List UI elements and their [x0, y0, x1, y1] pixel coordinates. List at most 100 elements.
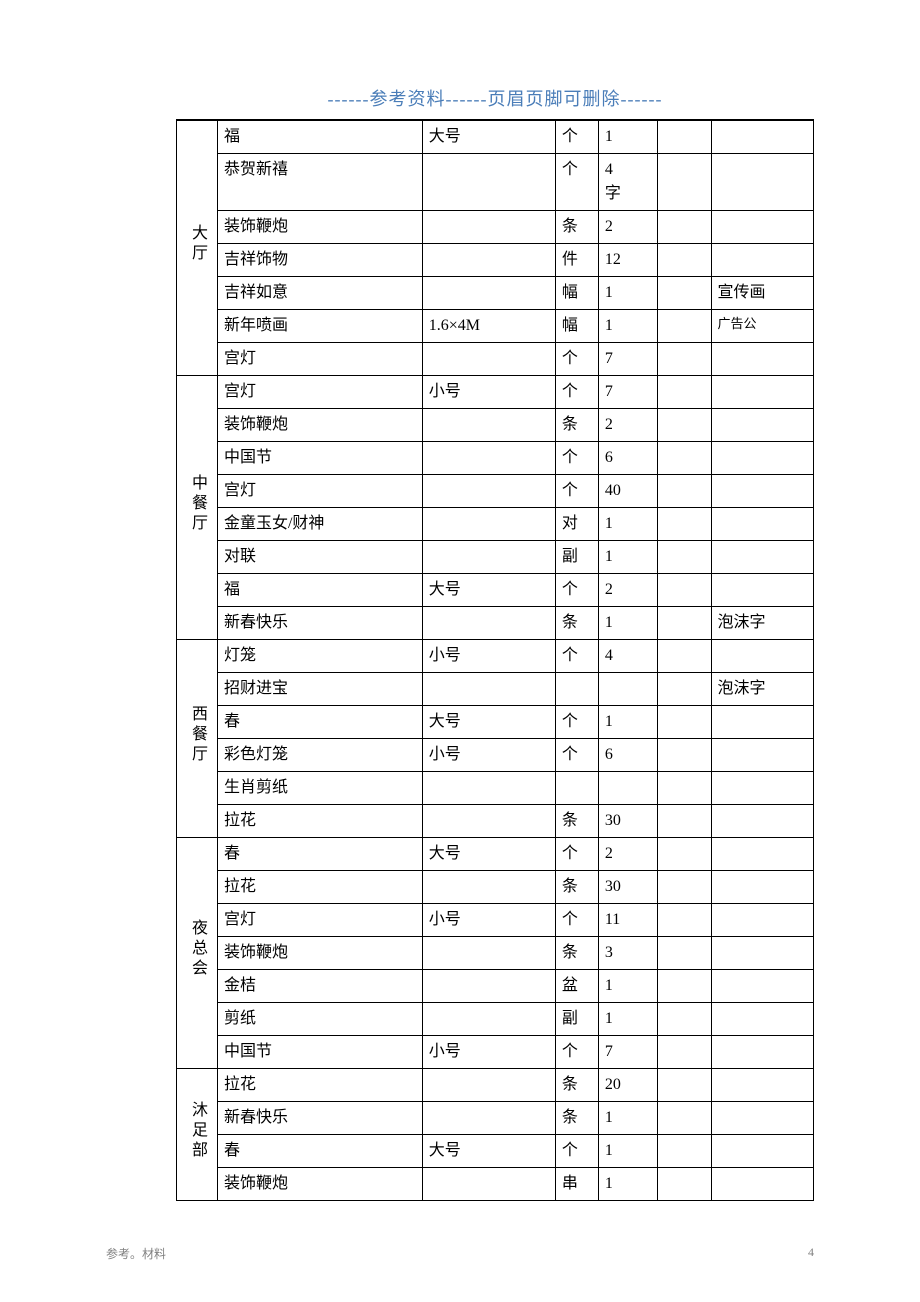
qty-cell: 1	[598, 277, 657, 310]
spec-cell	[422, 154, 555, 211]
item-cell: 新春快乐	[217, 1102, 422, 1135]
unit-cell: 幅	[555, 310, 598, 343]
table-row: 宫灯小号个11	[177, 904, 814, 937]
location-label: 沐足部	[185, 1101, 209, 1161]
note-cell	[711, 508, 813, 541]
unit-cell: 个	[555, 739, 598, 772]
note-cell	[711, 838, 813, 871]
blank-cell	[658, 442, 711, 475]
item-cell: 金桔	[217, 970, 422, 1003]
item-cell: 金童玉女/财神	[217, 508, 422, 541]
qty-cell: 30	[598, 871, 657, 904]
qty-cell: 1	[598, 1003, 657, 1036]
location-cell: 大厅	[177, 121, 218, 376]
qty-cell: 1	[598, 706, 657, 739]
spec-cell: 小号	[422, 739, 555, 772]
note-cell	[711, 121, 813, 154]
spec-cell	[422, 244, 555, 277]
note-cell	[711, 805, 813, 838]
item-cell: 宫灯	[217, 343, 422, 376]
qty-cell: 12	[598, 244, 657, 277]
unit-cell: 条	[555, 937, 598, 970]
page-header: ------参考资料------页眉页脚可删除------	[176, 85, 814, 111]
unit-cell: 个	[555, 442, 598, 475]
qty-cell: 1	[598, 970, 657, 1003]
unit-cell: 条	[555, 211, 598, 244]
item-cell: 新年喷画	[217, 310, 422, 343]
table-row: 招财进宝泡沫字	[177, 673, 814, 706]
blank-cell	[658, 1102, 711, 1135]
note-cell: 宣传画	[711, 277, 813, 310]
spec-cell	[422, 805, 555, 838]
unit-cell: 条	[555, 1069, 598, 1102]
unit-cell: 副	[555, 541, 598, 574]
blank-cell	[658, 277, 711, 310]
note-cell	[711, 970, 813, 1003]
blank-cell	[658, 211, 711, 244]
table-row: 生肖剪纸	[177, 772, 814, 805]
item-cell: 春	[217, 838, 422, 871]
spec-cell	[422, 1069, 555, 1102]
qty-cell: 2	[598, 211, 657, 244]
unit-cell: 个	[555, 574, 598, 607]
note-cell	[711, 1102, 813, 1135]
blank-cell	[658, 838, 711, 871]
unit-cell: 个	[555, 904, 598, 937]
spec-cell	[422, 970, 555, 1003]
note-cell	[711, 1135, 813, 1168]
location-cell: 西餐厅	[177, 640, 218, 838]
blank-cell	[658, 508, 711, 541]
qty-cell: 40	[598, 475, 657, 508]
inventory-table: 大厅福大号个1恭贺新禧个4字装饰鞭炮条2吉祥饰物件12吉祥如意幅1宣传画新年喷画…	[176, 120, 814, 1201]
note-cell	[711, 343, 813, 376]
location-cell: 夜总会	[177, 838, 218, 1069]
qty-cell: 1	[598, 310, 657, 343]
table-row: 中国节个6	[177, 442, 814, 475]
item-cell: 恭贺新禧	[217, 154, 422, 211]
item-cell: 吉祥如意	[217, 277, 422, 310]
blank-cell	[658, 1069, 711, 1102]
note-cell	[711, 409, 813, 442]
table-row: 夜总会春大号个2	[177, 838, 814, 871]
spec-cell: 小号	[422, 376, 555, 409]
item-cell: 福	[217, 574, 422, 607]
note-cell	[711, 1168, 813, 1201]
item-cell: 宫灯	[217, 904, 422, 937]
qty-cell: 1	[598, 541, 657, 574]
unit-cell	[555, 772, 598, 805]
item-cell: 装饰鞭炮	[217, 1168, 422, 1201]
table-row: 新春快乐条1	[177, 1102, 814, 1135]
qty-cell: 11	[598, 904, 657, 937]
spec-cell: 大号	[422, 706, 555, 739]
spec-cell: 1.6×4M	[422, 310, 555, 343]
item-cell: 拉花	[217, 871, 422, 904]
table-row: 中国节小号个7	[177, 1036, 814, 1069]
table-row: 新春快乐条1泡沫字	[177, 607, 814, 640]
item-cell: 剪纸	[217, 1003, 422, 1036]
unit-cell: 个	[555, 121, 598, 154]
blank-cell	[658, 343, 711, 376]
note-cell	[711, 1003, 813, 1036]
table-row: 装饰鞭炮条2	[177, 211, 814, 244]
item-cell: 宫灯	[217, 376, 422, 409]
item-cell: 灯笼	[217, 640, 422, 673]
table-row: 宫灯个40	[177, 475, 814, 508]
blank-cell	[658, 607, 711, 640]
blank-cell	[658, 739, 711, 772]
table-row: 金桔盆1	[177, 970, 814, 1003]
table-row: 拉花条30	[177, 871, 814, 904]
spec-cell	[422, 607, 555, 640]
blank-cell	[658, 1168, 711, 1201]
note-cell	[711, 1069, 813, 1102]
blank-cell	[658, 970, 711, 1003]
item-cell: 拉花	[217, 805, 422, 838]
item-cell: 吉祥饰物	[217, 244, 422, 277]
blank-cell	[658, 1036, 711, 1069]
item-cell: 新春快乐	[217, 607, 422, 640]
unit-cell: 个	[555, 343, 598, 376]
spec-cell	[422, 937, 555, 970]
spec-cell	[422, 1168, 555, 1201]
unit-cell: 幅	[555, 277, 598, 310]
spec-cell	[422, 277, 555, 310]
table-row: 吉祥如意 幅1 宣传画	[177, 277, 814, 310]
